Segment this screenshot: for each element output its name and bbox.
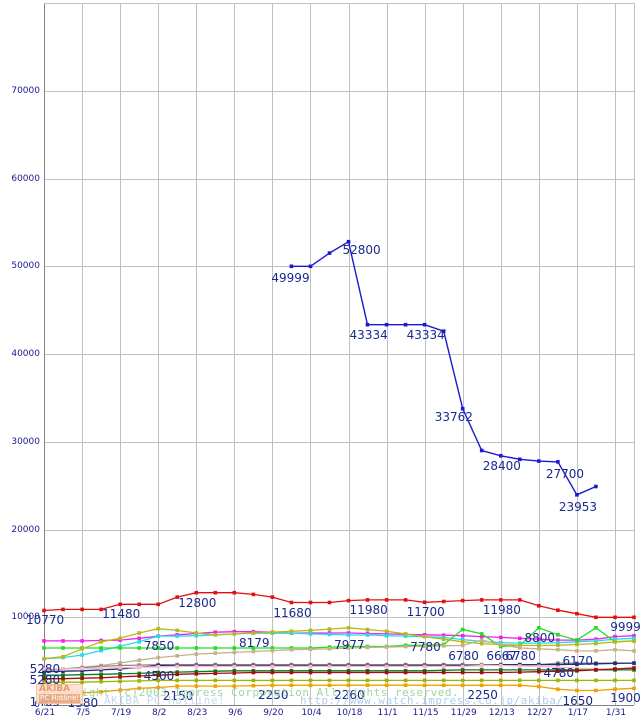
data-value-label: 11980 xyxy=(482,602,521,617)
data-value-label: 7977 xyxy=(334,638,365,652)
y-tick-label: 10000 xyxy=(11,612,40,623)
data-value-label: 9999 xyxy=(610,620,640,635)
y-tick-label: 60000 xyxy=(11,173,40,184)
data-value-label: 6780 xyxy=(448,648,479,663)
series-blue-main xyxy=(289,239,598,497)
data-value-label: 28400 xyxy=(482,458,521,473)
y-tick-label: 50000 xyxy=(11,261,40,272)
x-tick-label: 1/17 xyxy=(567,708,588,718)
x-tick-label: 7/19 xyxy=(111,708,132,718)
data-value-label: 12800 xyxy=(178,595,217,610)
data-value-label: 1650 xyxy=(562,693,594,708)
data-value-label: 2150 xyxy=(162,689,194,704)
y-tick-label: 70000 xyxy=(11,85,40,96)
data-value-label: 8800 xyxy=(524,630,555,645)
data-value-label: 2250 xyxy=(467,688,498,703)
x-tick-label: 10/18 xyxy=(336,708,363,718)
data-value-label: 43334 xyxy=(406,327,445,342)
watermark-url: http://www.watch.impress.co.jp/akiba/ xyxy=(300,694,564,707)
data-value-label: 11480 xyxy=(102,607,141,622)
data-value-label: 23953 xyxy=(558,499,598,514)
data-value-label: 11680 xyxy=(273,605,312,620)
data-value-label: 6170 xyxy=(562,653,594,668)
series-yellowgreen xyxy=(42,678,636,684)
data-value-label: 4780 xyxy=(543,666,575,681)
x-tick-label: 8/23 xyxy=(187,708,208,718)
series-red xyxy=(42,590,636,620)
x-tick-label: 6/21 xyxy=(34,708,56,718)
data-value-label: 7780 xyxy=(410,639,441,654)
data-value-label: 6780 xyxy=(505,648,536,663)
data-value-label: 7850 xyxy=(143,639,175,654)
y-tick-label: 0 xyxy=(34,700,40,710)
data-value-label: 49999 xyxy=(271,271,310,286)
data-value-label: 11700 xyxy=(406,605,445,620)
x-tick-label: 12/27 xyxy=(526,708,553,718)
data-value-label: 5280 xyxy=(29,672,61,687)
x-tick-label: 9/20 xyxy=(263,708,284,718)
data-value-label: 11980 xyxy=(349,602,388,617)
x-tick-label: 9/6 xyxy=(228,708,243,718)
data-value-label: 10770 xyxy=(26,613,65,628)
x-tick-label: 7/5 xyxy=(75,708,91,718)
data-value-label: 4500 xyxy=(143,668,175,683)
logo-line-2: PC Hotline! xyxy=(39,694,81,703)
x-tick-label: 8/2 xyxy=(151,708,167,718)
y-tick-label: 20000 xyxy=(11,524,40,535)
x-tick-label: 12/13 xyxy=(488,708,515,718)
data-value-label: 2260 xyxy=(334,688,365,703)
data-value-label: 27700 xyxy=(545,466,585,481)
watermark-copyright: Copyright (c)2003 Impress Corporation Al… xyxy=(46,686,460,699)
y-tick-label: 40000 xyxy=(11,349,40,359)
x-tick-label: 10/4 xyxy=(301,708,322,718)
data-value-label: 43334 xyxy=(349,327,388,342)
x-tick-label: 1/31 xyxy=(605,708,627,718)
logo-line-1: AKIBA xyxy=(39,684,71,694)
series-darkred xyxy=(42,666,636,681)
data-value-label: 2250 xyxy=(257,688,289,703)
data-value-label: 5280 xyxy=(29,661,61,676)
akiba-pc-hotline-logo: AKIBA PC Hotline! xyxy=(36,684,84,704)
data-value-label: 33762 xyxy=(434,409,473,424)
x-tick-label: 11/1 xyxy=(377,708,398,718)
data-value-label: 52800 xyxy=(342,242,381,257)
x-tick-label: 11/15 xyxy=(412,708,439,718)
watermark-brand: AKIBA PC Hotline! xyxy=(104,694,226,707)
data-value-label: 1900 xyxy=(610,691,640,706)
data-value-label: 6667 xyxy=(486,649,517,664)
series-orange xyxy=(42,683,636,695)
x-tick-label: 11/29 xyxy=(450,708,477,718)
y-tick-label: 30000 xyxy=(11,436,40,447)
data-value-label: 8179 xyxy=(238,636,270,651)
